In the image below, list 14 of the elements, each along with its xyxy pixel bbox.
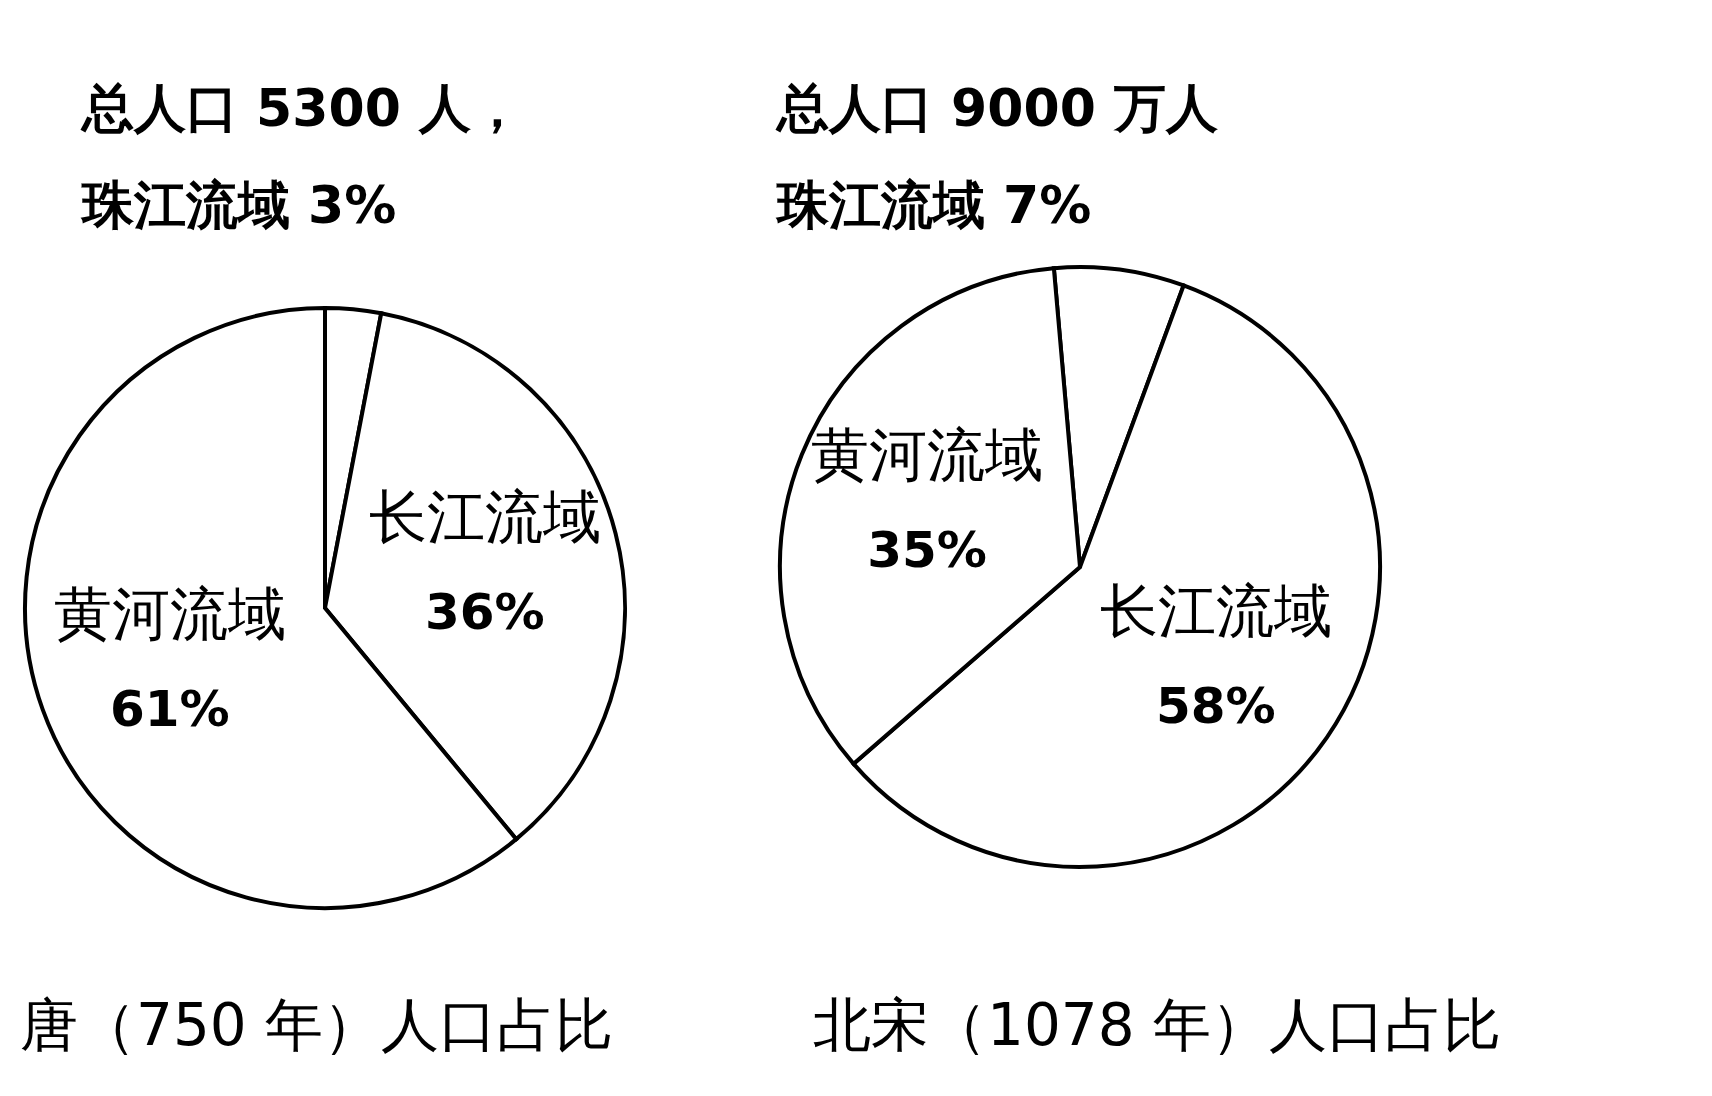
slice-label: 珠江流域 3% (82, 174, 398, 237)
slice-label: 珠江流域 7% (777, 174, 1093, 237)
data-label: 36% (424, 582, 545, 641)
data-label: 61% (109, 679, 230, 738)
slice-label: 长江流域 (368, 482, 601, 551)
slice-label: 黄河流域 (53, 579, 286, 648)
data-label: 58% (1155, 676, 1276, 735)
text: 唐（750 年）人口占比 (20, 990, 614, 1060)
chart-subtitle: 总人口 5300 人， (82, 77, 523, 140)
slice-label: 长江流域 (1099, 576, 1332, 645)
text: 北宋（1078 年）人口占比 (813, 990, 1502, 1060)
data-label: 35% (867, 521, 987, 580)
slice-label: 黄河流域 (811, 421, 1044, 490)
chart-subtitle: 总人口 9000 万人 (777, 77, 1218, 140)
